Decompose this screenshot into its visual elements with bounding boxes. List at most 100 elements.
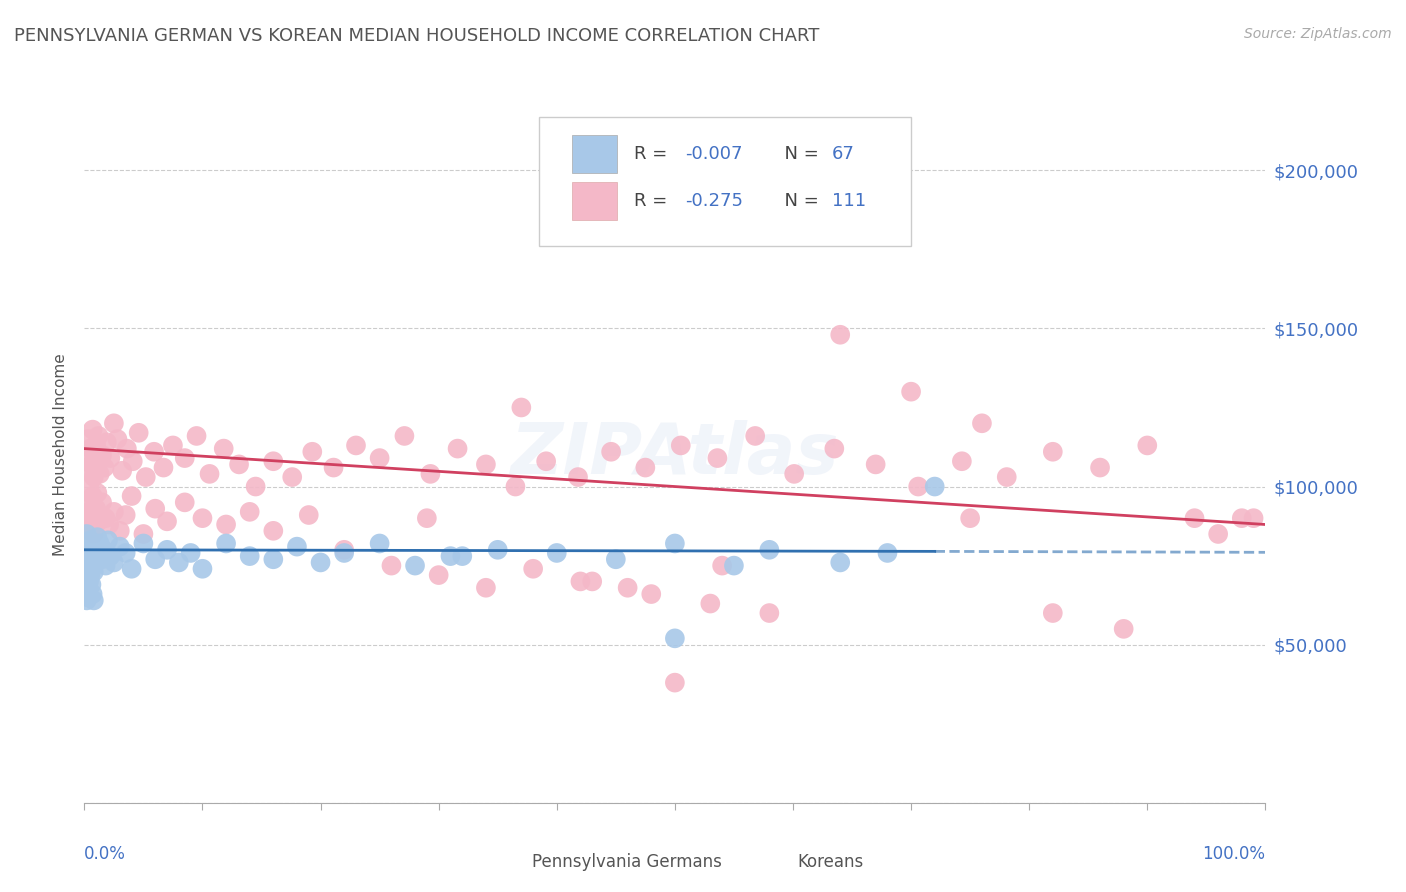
Point <box>368 536 391 550</box>
Point <box>83 593 105 607</box>
Point <box>1042 444 1064 458</box>
Point <box>156 514 179 528</box>
Point <box>84 549 107 563</box>
Point <box>77 432 100 446</box>
Point <box>86 530 108 544</box>
Point <box>446 442 468 456</box>
Point <box>77 546 100 560</box>
Point <box>605 552 627 566</box>
Point <box>191 511 214 525</box>
Point <box>669 438 692 452</box>
Point <box>121 489 143 503</box>
Point <box>103 417 125 431</box>
Point <box>823 442 845 456</box>
Point <box>215 536 238 550</box>
Point <box>950 454 973 468</box>
Point <box>79 562 101 576</box>
Point <box>80 546 103 560</box>
Point <box>84 556 107 570</box>
Point <box>115 442 138 456</box>
Point <box>301 444 323 458</box>
Point <box>82 587 104 601</box>
Point <box>77 591 100 605</box>
Point <box>865 458 887 472</box>
Point <box>93 460 115 475</box>
Point <box>1243 511 1265 525</box>
Point <box>600 444 623 458</box>
Point <box>86 486 108 500</box>
Point <box>114 546 136 560</box>
Point <box>77 517 100 532</box>
Text: R =: R = <box>634 145 672 162</box>
Bar <box>758 852 783 872</box>
Point <box>75 448 97 462</box>
Point <box>76 571 98 585</box>
Point <box>103 505 125 519</box>
Point <box>75 581 97 595</box>
Point <box>451 549 474 563</box>
Point <box>91 542 114 557</box>
Point <box>96 435 118 450</box>
Point <box>79 524 101 538</box>
Point <box>281 470 304 484</box>
Point <box>76 464 98 478</box>
Point <box>380 558 402 573</box>
Point <box>107 432 129 446</box>
Point <box>567 470 589 484</box>
Point <box>91 495 114 509</box>
Point <box>111 464 134 478</box>
Point <box>77 574 100 589</box>
Point <box>970 417 993 431</box>
Point <box>84 454 107 468</box>
Text: Pennsylvania Germans: Pennsylvania Germans <box>531 853 721 871</box>
Point <box>664 632 686 646</box>
Point <box>239 505 262 519</box>
Text: Source: ZipAtlas.com: Source: ZipAtlas.com <box>1244 27 1392 41</box>
Point <box>522 562 544 576</box>
Point <box>744 429 766 443</box>
Point <box>239 549 262 563</box>
Point <box>87 514 110 528</box>
Point <box>186 429 208 443</box>
Point <box>132 536 155 550</box>
Point <box>344 438 367 452</box>
Point <box>1112 622 1135 636</box>
Bar <box>572 182 617 220</box>
Point <box>83 527 105 541</box>
Text: -0.275: -0.275 <box>686 192 744 210</box>
Point <box>723 558 745 573</box>
Point <box>135 470 157 484</box>
Text: R =: R = <box>634 192 672 210</box>
Point <box>114 508 136 522</box>
Point <box>91 552 114 566</box>
Point <box>82 423 104 437</box>
Text: N =: N = <box>773 145 824 162</box>
Text: 111: 111 <box>832 192 866 210</box>
Point <box>245 479 267 493</box>
Point <box>546 546 568 560</box>
Text: 0.0%: 0.0% <box>84 845 127 863</box>
Point <box>98 451 121 466</box>
Text: 100.0%: 100.0% <box>1202 845 1265 863</box>
Point <box>1230 511 1253 525</box>
Point <box>706 451 728 466</box>
Point <box>84 438 107 452</box>
Point <box>173 451 195 466</box>
Point <box>191 562 214 576</box>
Point <box>80 458 103 472</box>
Point <box>75 536 97 550</box>
Point <box>900 384 922 399</box>
Point <box>89 467 111 481</box>
Point <box>510 401 533 415</box>
Point <box>77 540 100 554</box>
Point <box>128 425 150 440</box>
Point <box>959 511 981 525</box>
Point <box>783 467 806 481</box>
Point <box>368 451 391 466</box>
Point <box>416 511 439 525</box>
Point <box>924 479 946 493</box>
Point <box>475 458 498 472</box>
Point <box>80 577 103 591</box>
Text: -0.007: -0.007 <box>686 145 742 162</box>
Point <box>215 517 238 532</box>
